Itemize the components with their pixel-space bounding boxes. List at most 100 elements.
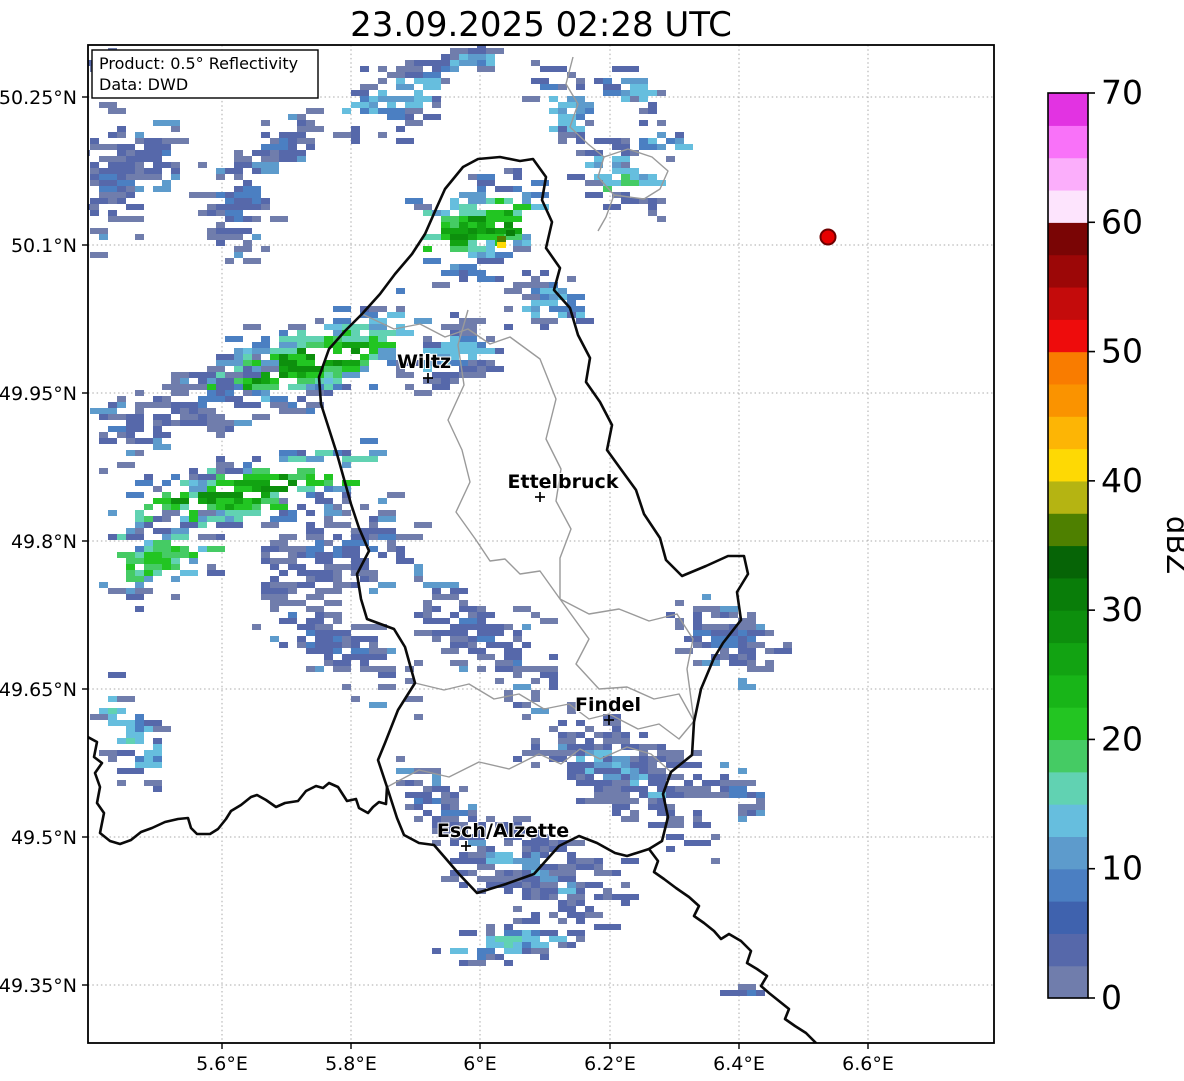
- radar-echo-cell: [144, 504, 153, 510]
- radar-echo-cell: [459, 930, 468, 936]
- radar-echo-cell: [477, 348, 495, 354]
- radar-echo-cell: [450, 630, 468, 636]
- radar-echo-cell: [477, 828, 486, 834]
- radar-echo-cell: [558, 744, 567, 750]
- radar-echo-cell: [504, 648, 522, 654]
- radar-echo-cell: [594, 750, 612, 756]
- radar-echo-cell: [351, 558, 360, 564]
- radar-echo-cell: [522, 876, 531, 882]
- radar-echo-cell: [252, 486, 261, 492]
- radar-echo-cell: [720, 786, 729, 792]
- radar-echo-cell: [378, 552, 387, 558]
- radar-echo-cell: [684, 762, 702, 768]
- radar-echo-cell: [306, 666, 315, 672]
- radar-echo-cell: [531, 690, 540, 696]
- radar-echo-cell: [225, 468, 243, 474]
- radar-echo-cell: [747, 660, 756, 666]
- radar-echo-cell: [135, 522, 144, 528]
- radar-echo-cell: [468, 222, 477, 228]
- radar-echo-cell: [648, 198, 657, 204]
- radar-echo-cell: [207, 570, 225, 576]
- radar-echo-cell: [513, 672, 522, 678]
- radar-echo-cell: [639, 90, 657, 96]
- radar-echo-cell: [279, 642, 288, 648]
- country-border-line: [317, 155, 750, 895]
- radar-echo-cell: [441, 54, 450, 60]
- radar-echo-cell: [270, 636, 279, 642]
- radar-echo-cell: [693, 822, 711, 828]
- radar-echo-cell: [666, 792, 684, 798]
- radar-echo-cell: [99, 234, 108, 240]
- radar-echo-cell: [621, 774, 630, 780]
- radar-echo-cell: [549, 108, 558, 114]
- radar-echo-cell: [90, 252, 108, 258]
- colorbar-segment: [1048, 480, 1088, 514]
- radar-echo-cell: [486, 240, 495, 246]
- radar-echo-cell: [531, 282, 549, 288]
- radar-echo-cell: [405, 792, 414, 798]
- radar-echo-cell: [243, 192, 261, 198]
- radar-echo-cell: [243, 258, 261, 264]
- radar-echo-cell: [423, 72, 441, 78]
- radar-echo-cell: [684, 792, 693, 798]
- radar-echo-cell: [279, 156, 297, 162]
- radar-echo-cell: [459, 192, 477, 198]
- radar-echo-cell: [450, 264, 459, 270]
- radar-echo-cell: [225, 228, 234, 234]
- radar-echo-cell: [162, 492, 171, 498]
- radar-echo-cell: [243, 378, 252, 384]
- radar-echo-cell: [198, 534, 216, 540]
- radar-echo-cell: [198, 474, 207, 480]
- radar-echo-cell: [225, 504, 234, 510]
- radar-echo-cell: [252, 378, 261, 384]
- radar-echo-cell: [351, 642, 360, 648]
- radar-echo-cell: [693, 606, 702, 612]
- radar-echo-cell: [738, 648, 756, 654]
- radar-echo-cell: [387, 114, 405, 120]
- radar-echo-cell: [477, 174, 495, 180]
- y-tick-label: 49.5°N: [11, 827, 77, 849]
- radar-echo-cell: [234, 354, 243, 360]
- radar-echo-cell: [306, 390, 324, 396]
- radar-echo-cell: [486, 882, 504, 888]
- radar-echo-cell: [756, 792, 765, 798]
- radar-echo-cell: [270, 540, 279, 546]
- radar-echo-cell: [540, 672, 558, 678]
- radar-echo-cell: [342, 492, 351, 498]
- radar-echo-cell: [207, 426, 225, 432]
- radar-echo-cell: [603, 786, 612, 792]
- radar-echo-cell: [153, 744, 162, 750]
- radar-echo-cell: [333, 504, 342, 510]
- radar-echo-cell: [135, 390, 144, 396]
- radar-echo-cell: [423, 618, 432, 624]
- radar-echo-cell: [432, 840, 441, 846]
- radar-echo-cell: [486, 234, 504, 240]
- radar-echo-cell: [621, 150, 630, 156]
- colorbar-segment: [1048, 739, 1088, 773]
- radar-echo-cell: [279, 618, 297, 624]
- radar-echo-cell: [180, 384, 189, 390]
- radar-echo-cell: [324, 504, 333, 510]
- radar-echo-cell: [234, 480, 252, 486]
- radar-echo-cell: [396, 756, 405, 762]
- radar-echo-cell: [747, 642, 765, 648]
- radar-echo-cell: [522, 714, 531, 720]
- radar-echo-cell: [333, 366, 342, 372]
- radar-echo-cell: [162, 510, 180, 516]
- colorbar-segment: [1048, 836, 1088, 870]
- radar-echo-cell: [252, 234, 261, 240]
- radar-echo-cell: [108, 714, 117, 720]
- radar-echo-cell: [234, 420, 252, 426]
- radar-echo-cell: [549, 282, 558, 288]
- city-label: Wiltz: [397, 351, 451, 373]
- radar-echo-cell: [126, 216, 144, 222]
- radar-echo-cell: [243, 384, 252, 390]
- radar-echo-cell: [657, 774, 666, 780]
- radar-echo-cell: [729, 654, 738, 660]
- radar-echo-cell: [513, 756, 522, 762]
- radar-echo-cell: [297, 396, 306, 402]
- radar-echo-cell: [468, 930, 477, 936]
- radar-echo-cell: [450, 834, 459, 840]
- radar-echo-cell: [612, 162, 621, 168]
